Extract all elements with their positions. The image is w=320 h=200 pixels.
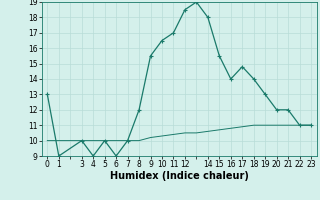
X-axis label: Humidex (Indice chaleur): Humidex (Indice chaleur) (110, 171, 249, 181)
